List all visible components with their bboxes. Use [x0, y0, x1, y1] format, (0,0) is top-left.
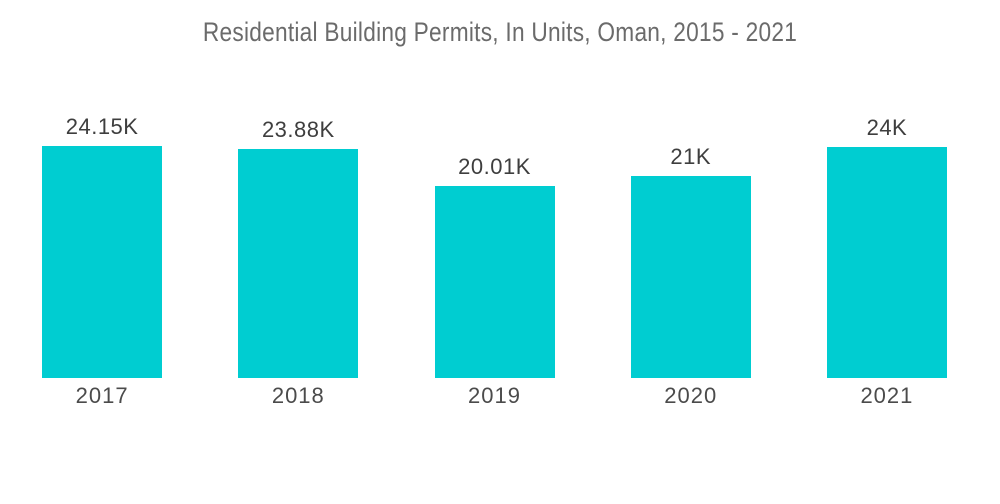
x-axis-label: 2017	[75, 383, 129, 408]
bar-group: 20.01K 2019	[396, 0, 592, 504]
bar-value-label: 23.88K	[261, 117, 335, 142]
x-axis-label: 2020	[664, 383, 718, 408]
bar-value-label: 24K	[866, 115, 908, 140]
bar-value-label: 24.15K	[65, 114, 139, 139]
bar-group: 21K 2020	[593, 0, 789, 504]
bar-group: 24.15K 2017	[4, 0, 200, 504]
bar	[42, 146, 163, 378]
x-axis-label: 2018	[271, 383, 325, 408]
plot-area: 24.15K 2017 23.88K 2018 20.01K 2019 21K …	[4, 0, 985, 504]
bar	[434, 186, 555, 378]
bar-value-label: 21K	[670, 144, 712, 169]
bar	[826, 147, 947, 378]
bar-value-label: 20.01K	[458, 154, 531, 179]
chart-title: Residential Building Permits, In Units, …	[202, 17, 798, 47]
x-axis-label: 2021	[860, 383, 914, 408]
x-axis-label: 2019	[468, 383, 521, 408]
bar	[630, 176, 751, 378]
bar-group: 24K 2021	[789, 0, 985, 504]
bar	[238, 149, 359, 378]
bar-group: 23.88K 2018	[200, 0, 396, 504]
